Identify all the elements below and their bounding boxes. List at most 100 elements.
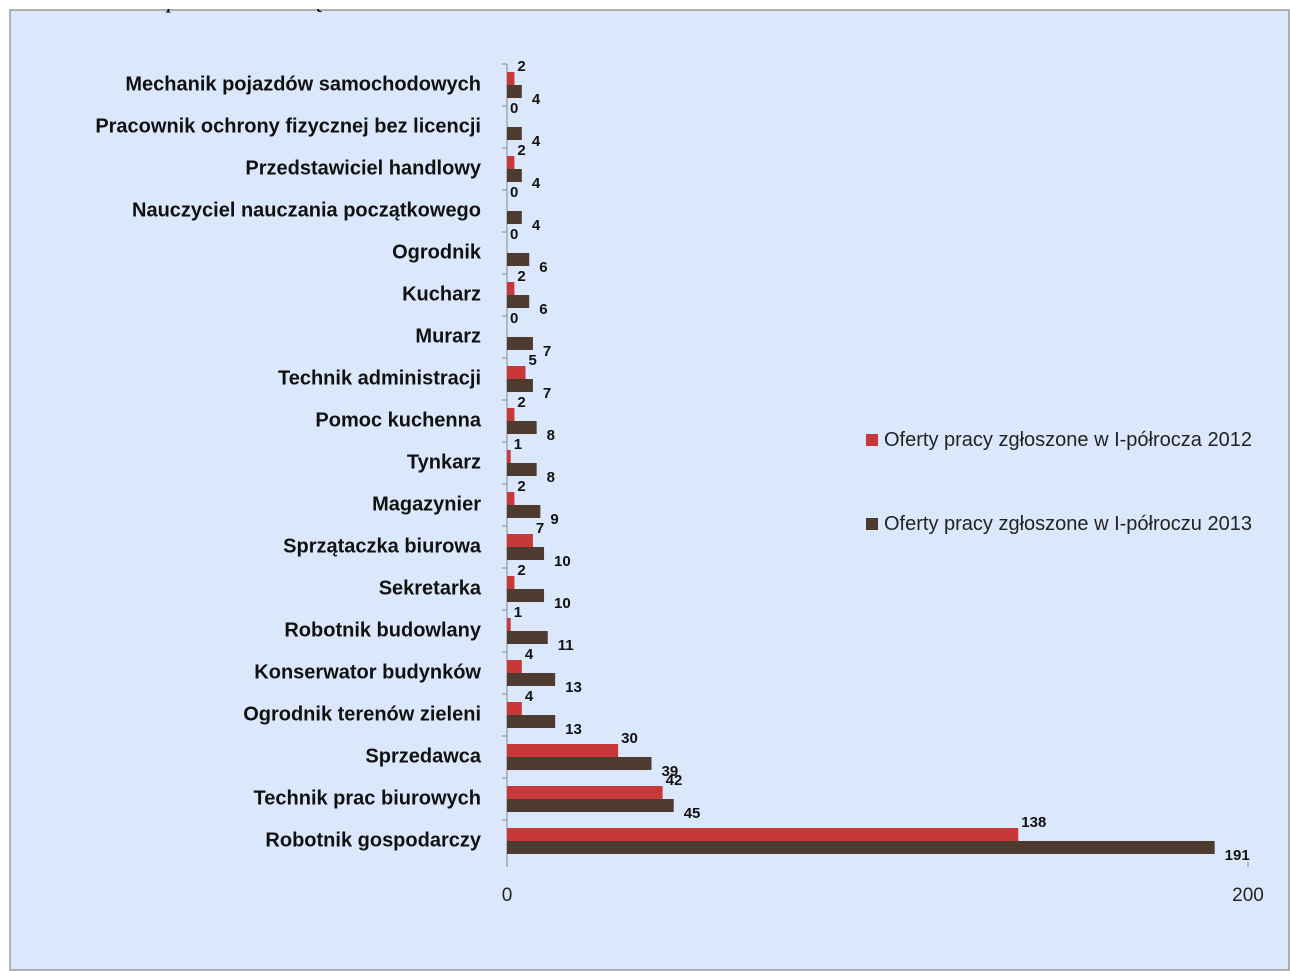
bar xyxy=(507,534,533,547)
data-label: 0 xyxy=(510,226,518,243)
x-tick-label: 200 xyxy=(1232,885,1264,906)
y-tick-label: Robotnik budowlany xyxy=(284,619,482,641)
legend-swatch xyxy=(866,434,878,446)
bar xyxy=(507,702,522,715)
y-tick-label: Ogrodnik xyxy=(392,241,482,263)
legend-label: Oferty pracy zgłoszone w I-półrocza 2012 xyxy=(884,429,1252,451)
y-tick-label: Robotnik gospodarczy xyxy=(265,829,481,851)
legend-swatch xyxy=(866,518,878,530)
bar xyxy=(507,211,522,224)
y-tick-label: Tynkarz xyxy=(407,451,481,473)
data-label: 10 xyxy=(554,553,571,570)
page-top xyxy=(0,0,1290,9)
data-label: 10 xyxy=(554,595,571,612)
data-label: 2 xyxy=(517,562,525,579)
data-label: 7 xyxy=(543,343,551,360)
data-label: 4 xyxy=(525,688,534,705)
x-tick-label: 0 xyxy=(502,885,513,906)
bar xyxy=(507,379,533,392)
bar xyxy=(507,127,522,140)
data-label: 11 xyxy=(558,637,574,654)
data-label: 45 xyxy=(684,805,701,822)
y-tick-label: Kucharz xyxy=(402,283,481,305)
bar xyxy=(507,757,652,770)
y-tick-label: Magazynier xyxy=(372,493,481,515)
bar xyxy=(507,660,522,673)
data-label: 5 xyxy=(529,352,537,369)
bar xyxy=(507,463,537,476)
data-label: 0 xyxy=(510,310,518,327)
bar xyxy=(507,799,674,812)
data-label: 39 xyxy=(661,763,678,780)
bar xyxy=(507,673,556,686)
y-tick-label: Pracownik ochrony fizycznej bez licencji xyxy=(95,115,481,137)
data-label: 4 xyxy=(532,91,541,108)
legend-item: Oferty pracy zgłoszone w I-półrocza 2012 xyxy=(866,425,1276,455)
data-label: 138 xyxy=(1021,814,1046,831)
bar xyxy=(507,631,548,644)
data-label: 6 xyxy=(539,301,547,318)
bar xyxy=(507,85,522,98)
data-label: 2 xyxy=(517,142,525,159)
y-tick-label: Technik prac biurowych xyxy=(254,787,481,809)
data-label: 2 xyxy=(517,478,525,495)
bar xyxy=(507,450,511,463)
bar xyxy=(507,576,515,589)
bar xyxy=(507,337,533,350)
bar xyxy=(507,786,663,799)
data-label: 6 xyxy=(539,259,547,276)
y-tick-label: Konserwator budynków xyxy=(254,661,481,683)
bar xyxy=(507,253,530,266)
y-tick-label: Sprzątaczka biurowa xyxy=(283,535,482,557)
bar xyxy=(507,72,515,85)
data-label: 191 xyxy=(1225,847,1250,864)
bar xyxy=(507,828,1019,841)
data-label: 4 xyxy=(532,175,541,192)
data-label: 8 xyxy=(547,469,555,486)
bar xyxy=(507,169,522,182)
bar xyxy=(507,408,515,421)
y-tick-label: Przedstawiciel handlowy xyxy=(245,157,482,179)
y-tick-label: Sekretarka xyxy=(379,577,482,599)
legend-item: Oferty pracy zgłoszone w I-półroczu 2013 xyxy=(866,509,1276,539)
data-label: 0 xyxy=(510,184,518,201)
data-label: 7 xyxy=(543,385,551,402)
data-label: 2 xyxy=(517,58,525,75)
data-label: 13 xyxy=(565,679,582,696)
data-label: 30 xyxy=(621,730,638,747)
bar xyxy=(507,841,1215,854)
data-label: 4 xyxy=(532,133,541,150)
bar xyxy=(507,547,545,560)
data-label: 4 xyxy=(525,646,534,663)
chart-area xyxy=(9,9,1290,971)
bar xyxy=(507,618,511,631)
bar xyxy=(507,505,541,518)
y-tick-label: Nauczyciel nauczania początkowego xyxy=(132,199,481,221)
y-tick-label: Pomoc kuchenna xyxy=(315,409,481,431)
data-label: 1 xyxy=(514,604,522,621)
data-label: 0 xyxy=(510,100,518,117)
data-label: 1 xyxy=(514,436,522,453)
y-tick-label: Mechanik pojazdów samochodowych xyxy=(125,73,481,95)
data-label: 2 xyxy=(517,394,525,411)
data-label: 2 xyxy=(517,268,525,285)
bar xyxy=(507,744,619,757)
data-label: 4 xyxy=(532,217,541,234)
data-label: 13 xyxy=(565,721,582,738)
bar xyxy=(507,282,515,295)
y-tick-label: Technik administracji xyxy=(278,367,481,389)
y-tick-label: Ogrodnik terenów zieleni xyxy=(243,703,481,725)
bar xyxy=(507,589,545,602)
bar xyxy=(507,295,530,308)
bar xyxy=(507,156,515,169)
data-label: 9 xyxy=(550,511,558,528)
bar xyxy=(507,492,515,505)
y-tick-label: Murarz xyxy=(415,325,481,347)
legend-label: Oferty pracy zgłoszone w I-półroczu 2013 xyxy=(884,513,1252,535)
data-label: 8 xyxy=(547,427,555,444)
data-label: 7 xyxy=(536,520,544,537)
data-label: 42 xyxy=(666,772,683,789)
y-tick-label: Sprzedawca xyxy=(365,745,481,767)
